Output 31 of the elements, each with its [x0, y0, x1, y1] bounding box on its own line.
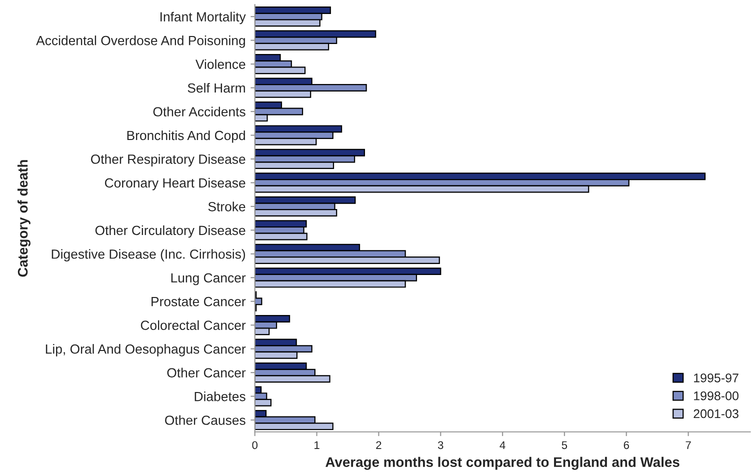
- y-tick-label: Accidental Overdose And Poisoning: [36, 36, 245, 48]
- y-tick-label: Diabetes: [194, 392, 246, 402]
- x-tick-label: 3: [438, 441, 444, 450]
- y-tick-label: Prostate Cancer: [152, 296, 246, 306]
- y-tick-label: Infant Mortality: [160, 12, 246, 24]
- y-tick-label: Coronary Heart Disease: [104, 178, 246, 190]
- x-tick-label: 6: [624, 441, 629, 450]
- legend-label: 1995-97: [694, 374, 738, 382]
- y-tick-label: Lung Cancer: [171, 273, 246, 286]
- y-tick-label: Other Cancer: [167, 368, 246, 378]
- y-tick-label: Violence: [196, 59, 246, 69]
- y-tick-label: Stroke: [208, 202, 246, 212]
- y-tick-label: Digestive Disease (Inc. Cirrhosis): [52, 249, 246, 262]
- y-axis-title: Category of death: [17, 160, 30, 277]
- x-tick-label: 7: [686, 441, 691, 449]
- y-tick-label: Lip, Oral And Oesophagus Cancer: [46, 344, 246, 356]
- y-tick-label: Self Harm: [188, 83, 245, 93]
- legend-label: 2001-03: [694, 409, 738, 418]
- x-tick-label: 0: [252, 441, 258, 450]
- y-tick-label: Bronchitis And Copd: [127, 130, 245, 143]
- x-axis-title: Average months lost compared to England and Wales: [326, 456, 680, 470]
- y-tick-label: Colorectal Cancer: [140, 320, 246, 330]
- y-tick-label: Other Causes: [165, 415, 246, 425]
- legend-label: 1998-00: [694, 391, 738, 400]
- x-tick-label: 4: [500, 441, 506, 449]
- y-tick-label: Other Circulatory Disease: [95, 225, 246, 238]
- y-tick-label: Other Respiratory Disease: [91, 154, 246, 166]
- x-tick-label: 2: [376, 441, 382, 449]
- x-tick-label: 1: [314, 441, 320, 449]
- y-tick-label: Other Accidents: [153, 106, 246, 116]
- x-tick-label: 5: [562, 441, 568, 450]
